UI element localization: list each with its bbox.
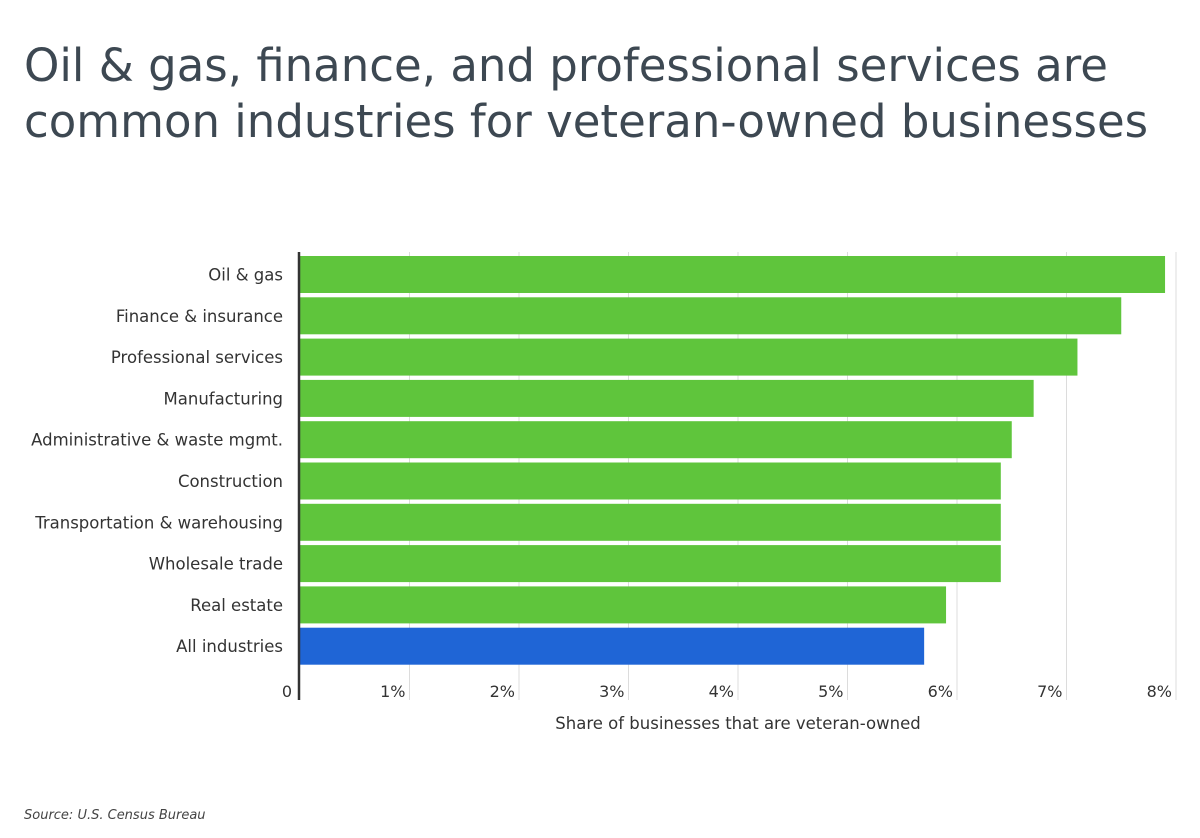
tick-label: 3%: [599, 682, 624, 701]
chart-title: Oil & gas, finance, and professional ser…: [24, 39, 1149, 148]
tick-label: 4%: [709, 682, 734, 701]
tick-label: 1%: [380, 682, 405, 701]
category-label: Manufacturing: [164, 389, 283, 408]
category-label: Oil & gas: [208, 266, 283, 285]
tick-label: 6%: [928, 682, 953, 701]
bar: [300, 338, 1078, 376]
source-note: Source: U.S. Census Bureau: [24, 808, 206, 823]
tick-label: 8%: [1147, 682, 1172, 701]
bar: [300, 462, 1001, 500]
category-label: Finance & insurance: [116, 307, 283, 326]
bar: [300, 256, 1166, 293]
tick-label: 0: [282, 682, 292, 701]
tick-label: 7%: [1037, 682, 1062, 701]
bars: [300, 256, 1166, 665]
tick-label: 2%: [490, 682, 515, 701]
bar: [300, 421, 1012, 459]
category-label: Administrative & waste mgmt.: [31, 431, 283, 450]
category-labels: Oil & gas Finance & insurance Professional…: [31, 266, 283, 657]
category-label: Professional services: [111, 348, 283, 367]
category-label: All industries: [176, 637, 283, 656]
category-label: Construction: [178, 472, 283, 491]
bar: [300, 503, 1001, 541]
category-label: Wholesale trade: [149, 555, 283, 574]
bar: [300, 627, 925, 665]
tick-labels: 0 1% 2% 3% 4% 5% 6% 7% 8%: [282, 682, 1172, 701]
tick-label: 5%: [818, 682, 843, 701]
bar: [300, 379, 1034, 417]
bar: [300, 586, 947, 624]
category-label: Real estate: [190, 596, 283, 615]
category-label: Transportation & warehousing: [34, 513, 283, 532]
bar: [300, 297, 1122, 335]
x-axis-title: Share of businesses that are veteran-own…: [555, 714, 920, 733]
bar: [300, 545, 1001, 583]
